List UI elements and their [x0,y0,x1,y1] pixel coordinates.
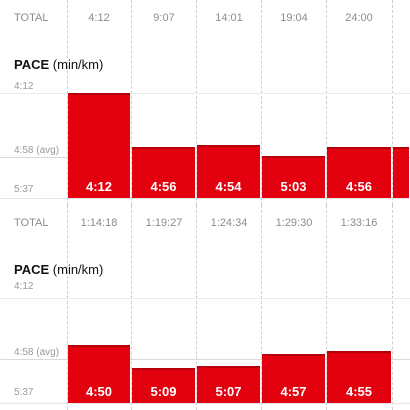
column-divider [196,205,197,410]
cumulative-time: 1:33:16 [340,217,378,229]
pace-bar [262,156,325,198]
column-divider [392,0,393,205]
axis-label-avg: 4:58 (avg) [14,347,60,358]
column-divider [67,0,68,205]
pace-bar-cap [393,147,409,150]
cumulative-time: 1:24:34 [210,217,248,229]
pace-bar [197,144,260,198]
cumulative-time: 4:12 [88,12,110,24]
pace-bar-label: 5:03 [280,179,307,194]
column-divider [131,0,132,205]
column-divider [67,205,68,410]
chart-baseline [0,403,410,404]
split-section: TOTAL 1:14:18 1:19:27 1:24:34 1:29:30 1:… [0,205,410,410]
split-section: TOTAL 4:12 9:07 14:01 19:04 24:00 PACE (… [0,0,410,205]
axis-label-top: 4:12 [14,281,34,292]
pace-bar-cap [262,156,325,158]
grid-line-top [0,93,410,94]
pace-bar-label: 4:12 [85,179,113,194]
column-divider [326,205,327,410]
column-divider [196,0,197,205]
pace-bar-cap [132,368,195,371]
cumulative-time: 14:01 [215,12,243,24]
pace-title-unit: (min/km) [52,57,104,72]
pace-bar-label: 4:57 [280,384,307,399]
column-divider [392,205,393,410]
pace-bar [132,368,195,403]
cumulative-time: 24:00 [345,12,373,24]
average-pace-line [0,359,410,360]
axis-label-top: 4:12 [14,81,34,92]
pace-chart-title: PACE (min/km) [14,57,103,72]
grid-line-top [0,298,410,299]
cumulative-time: 1:19:27 [145,217,183,229]
pace-bar-cap [327,351,391,354]
pace-bar-label: 5:07 [215,384,242,399]
pace-bar-label: 4:54 [215,179,242,194]
pace-bar [327,147,391,198]
pace-bar [393,147,409,198]
column-divider [326,0,327,205]
column-divider [261,205,262,410]
pace-bar-cap [132,147,195,150]
pace-bar-cap [327,147,391,150]
total-label: TOTAL [14,12,49,24]
pace-bar [327,351,391,403]
pace-bar-label: 4:50 [85,384,113,399]
pace-bar-cap [197,144,260,147]
cumulative-time: 1:14:18 [80,217,118,229]
cumulative-time: 9:07 [153,12,175,24]
pace-bar-cap [68,93,130,95]
pace-bar-label: 4:55 [345,384,373,399]
pace-title-bold: PACE [14,262,50,277]
axis-label-bottom: 5:37 [14,387,34,398]
pace-bar-label: 4:56 [345,179,373,194]
column-divider [131,205,132,410]
axis-label-avg: 4:58 (avg) [14,145,60,156]
column-divider [261,0,262,205]
pace-bar-cap [197,365,260,368]
pace-chart-title: PACE (min/km) [14,262,103,277]
pace-bar-label: 4:56 [150,179,177,194]
cumulative-time: 19:04 [280,12,308,24]
chart-baseline [0,198,410,199]
pace-bar [68,93,130,198]
cumulative-time: 1:29:30 [275,217,313,229]
pace-title-unit: (min/km) [52,262,104,277]
pace-bar-cap [68,344,130,347]
total-label: TOTAL [14,217,49,229]
pace-bar [132,147,195,198]
pace-title-bold: PACE [14,57,50,72]
pace-bar [68,344,130,403]
pace-bar-label: 5:09 [150,384,177,399]
pace-bar [262,353,325,403]
pace-bar-cap [262,353,325,356]
axis-label-bottom: 5:37 [14,184,34,195]
pace-bar [197,365,260,403]
